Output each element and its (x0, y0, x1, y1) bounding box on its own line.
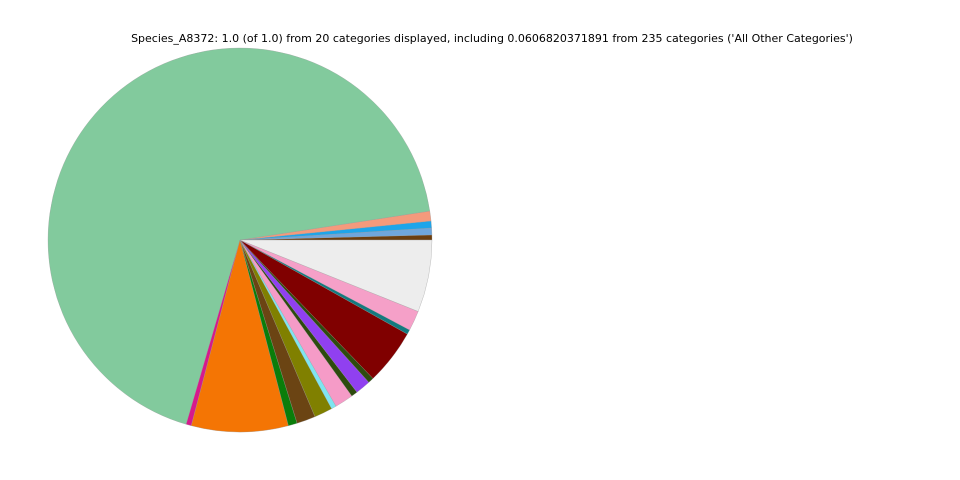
pie-slice (191, 239, 289, 433)
chart-title: Species_A8372: 1.0 (of 1.0) from 20 cate… (131, 32, 853, 45)
pie-slice (47, 47, 430, 425)
pie-slice (239, 239, 433, 312)
